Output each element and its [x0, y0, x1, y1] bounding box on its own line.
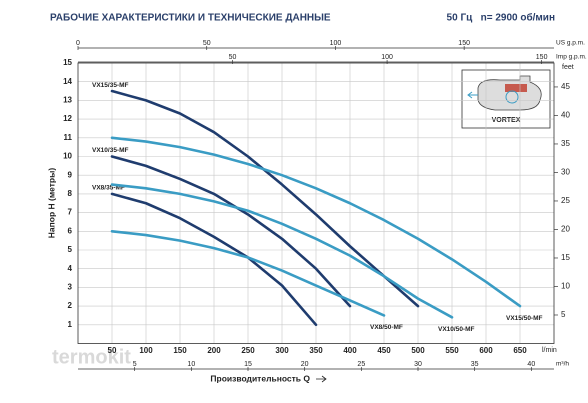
vortex-flow — [505, 90, 519, 104]
series-label: VX10/50-MF — [438, 326, 475, 333]
watermark: termokit — [52, 346, 131, 368]
axis-tick-label: 20 — [301, 361, 309, 368]
x-axis-label: Производительность Q — [210, 373, 310, 383]
axis-tick-label: 35 — [471, 361, 479, 368]
axis-tick-label: 0 — [76, 40, 80, 47]
right-tick-label: 25 — [561, 196, 570, 205]
series-label: VX10/35-MF — [92, 147, 129, 154]
series-line — [110, 136, 522, 308]
x-tick-label: 600 — [479, 346, 493, 355]
axis-tick-label: 50 — [203, 40, 211, 47]
vortex-inset: VORTEX — [461, 69, 551, 129]
axis-tick-label: 150 — [458, 40, 470, 47]
chart-title: РАБОЧИЕ ХАРАКТЕРИСТИКИ И ТЕХНИЧЕСКИЕ ДАН… — [50, 13, 331, 24]
right-tick-label: 30 — [561, 168, 570, 177]
axis-tick-label: 50 — [229, 54, 237, 61]
right-tick-label: 5 — [561, 310, 566, 319]
axis-tick-label: 100 — [381, 54, 393, 61]
y-tick-label: 5 — [68, 245, 73, 254]
right-tick-label: 15 — [561, 253, 570, 262]
axis-unit: Imp g.p.m. — [556, 54, 587, 61]
x-tick-label: 250 — [241, 346, 255, 355]
y-tick-label: 14 — [63, 77, 72, 86]
inset-label: VORTEX — [492, 117, 521, 124]
x-axis-arrow — [316, 375, 327, 383]
y-tick-label: 3 — [68, 283, 73, 292]
y-axis-label: Напор H (метры) — [46, 168, 56, 239]
x-unit: l/min — [542, 347, 557, 354]
x-tick-label: 150 — [173, 346, 187, 355]
y-tick-label: 10 — [63, 152, 72, 161]
series-line — [110, 155, 352, 308]
y-tick-label: 13 — [63, 96, 72, 105]
x-tick-label: 500 — [411, 346, 425, 355]
axis-tick-label: 40 — [527, 361, 535, 368]
y-tick-label: 7 — [68, 208, 73, 217]
impeller — [505, 84, 527, 92]
axis-tick-label: 30 — [414, 361, 422, 368]
y-tick-label: 1 — [68, 320, 73, 329]
series-line — [110, 183, 454, 319]
y-tick-label: 6 — [68, 226, 73, 235]
x-tick-label: 100 — [139, 346, 153, 355]
series-label: VX15/35-MF — [92, 82, 129, 89]
y-tick-label: 4 — [68, 264, 73, 273]
axis-unit: US g.p.m. — [556, 40, 585, 47]
y-tick-label: 12 — [63, 114, 72, 123]
x-tick-label: 350 — [309, 346, 323, 355]
series-line — [110, 192, 318, 327]
y-tick-label: 15 — [63, 58, 72, 67]
axis-tick-label: 150 — [536, 54, 548, 61]
right-tick-label: 20 — [561, 225, 570, 234]
right-tick-label: 40 — [561, 111, 570, 120]
axis-tick-label: 100 — [330, 40, 342, 47]
y-tick-label: 9 — [68, 170, 73, 179]
series-label: VX15/50-MF — [506, 315, 543, 322]
axis-tick-label: 25 — [357, 361, 365, 368]
series-label: VX8/35-MF — [92, 185, 125, 192]
right-tick-label: 10 — [561, 282, 570, 291]
axis-tick-label: 5 — [133, 361, 137, 368]
series-line — [110, 230, 386, 317]
chart-subtitle: 50 Гц n= 2900 об/мин — [447, 12, 555, 24]
y-tick-label: 8 — [68, 189, 73, 198]
axis-tick-label: 10 — [187, 361, 195, 368]
x-tick-label: 50 — [108, 346, 117, 355]
series-line — [110, 89, 420, 308]
x-tick-label: 200 — [207, 346, 221, 355]
flow-arrow — [467, 91, 478, 99]
x-tick-label: 300 — [275, 346, 289, 355]
series-label: VX8/50-MF — [370, 324, 403, 331]
right-tick-label: 35 — [561, 139, 570, 148]
plot-frame — [77, 62, 555, 344]
x-tick-label: 550 — [445, 346, 459, 355]
axis-unit: m³/h — [556, 361, 569, 368]
axis-tick-label: 15 — [244, 361, 252, 368]
x-tick-label: 650 — [513, 346, 527, 355]
y-tick-label: 2 — [68, 301, 73, 310]
y-tick-label: 11 — [64, 133, 73, 142]
x-tick-label: 450 — [377, 346, 391, 355]
right-axis-label: feet — [562, 64, 574, 71]
x-tick-label: 400 — [343, 346, 357, 355]
right-tick-label: 45 — [561, 82, 570, 91]
